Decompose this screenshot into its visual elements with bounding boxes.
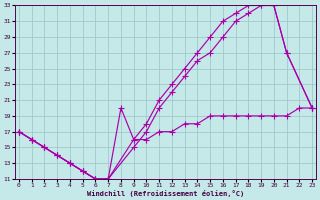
X-axis label: Windchill (Refroidissement éolien,°C): Windchill (Refroidissement éolien,°C)	[87, 190, 244, 197]
